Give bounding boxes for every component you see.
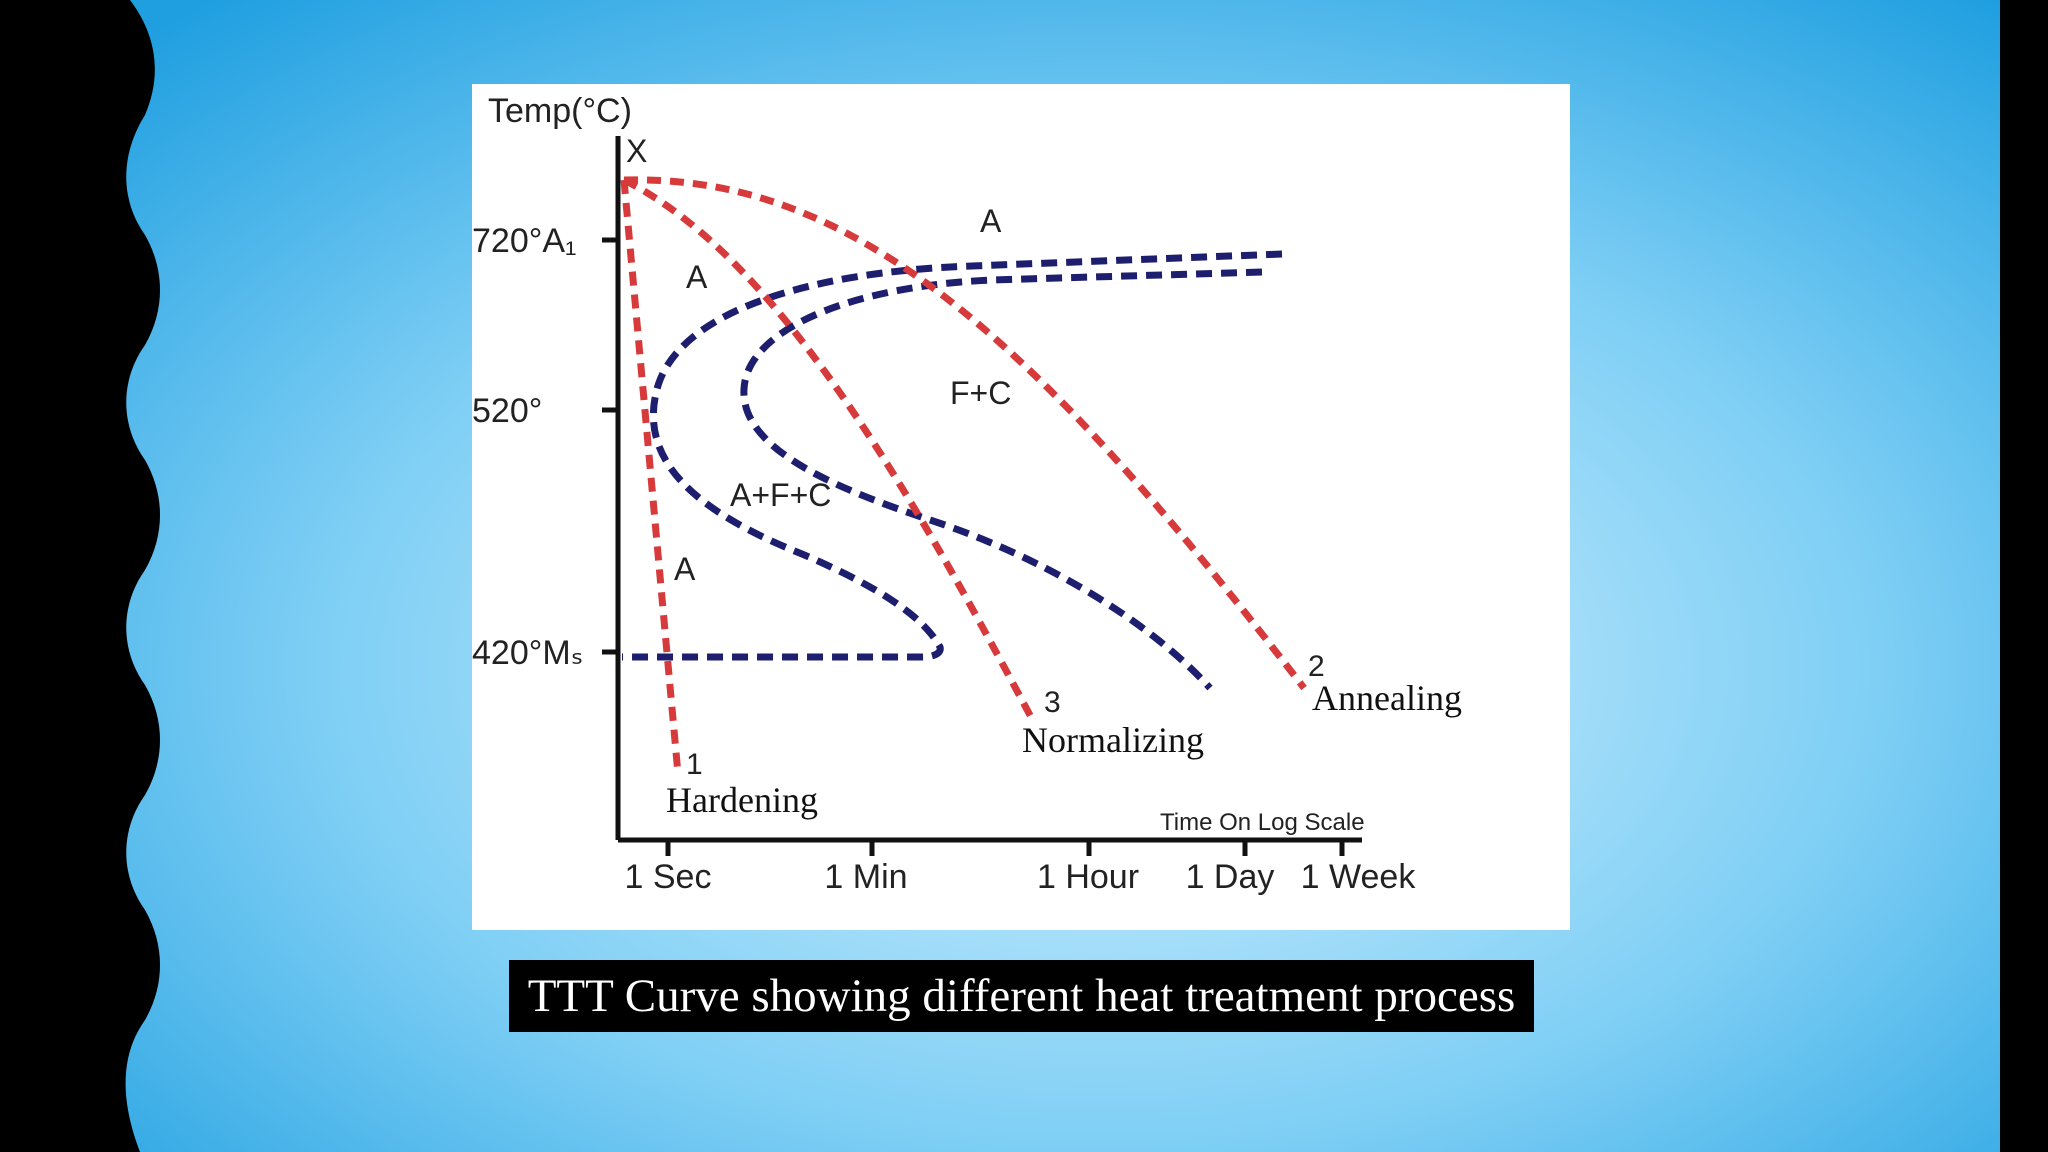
right-frame-border xyxy=(2000,0,2048,1152)
transformation-start-curve xyxy=(622,250,1283,661)
ttt-diagram: Temp(°C) X 720°A₁ 520° 420°Mₛ 1 Sec 1 Mi… xyxy=(472,92,1462,896)
cooling-curve-annealing xyxy=(623,176,1307,691)
temp-tick-label: 720°A₁ xyxy=(472,222,576,260)
process-number-hardening: 1 xyxy=(686,748,703,781)
x-axis-title: Time On Log Scale xyxy=(1160,809,1365,836)
origin-label: X xyxy=(626,133,647,169)
process-name-hardening: Hardening xyxy=(666,780,818,820)
phase-label-ferrite-cementite: F+C xyxy=(950,375,1011,411)
process-name-normalizing: Normalizing xyxy=(1022,720,1204,760)
time-tick-label: 1 Week xyxy=(1301,858,1417,896)
process-number-normalizing: 3 xyxy=(1044,686,1061,719)
phase-label-austenite: A xyxy=(686,259,708,295)
axes xyxy=(602,136,1362,856)
time-tick-label: 1 Hour xyxy=(1037,858,1139,896)
phase-label-austenite: A xyxy=(980,203,1002,239)
y-axis-title: Temp(°C) xyxy=(488,92,632,130)
cooling-curve-hardening xyxy=(620,179,682,775)
ttt-diagram-panel: Temp(°C) X 720°A₁ 520° 420°Mₛ 1 Sec 1 Mi… xyxy=(472,84,1570,930)
temp-tick-label: 520° xyxy=(472,392,542,430)
figure-caption: TTT Curve showing different heat treatme… xyxy=(509,960,1534,1032)
time-tick-label: 1 Day xyxy=(1186,858,1275,896)
ttt-curves xyxy=(622,250,1283,691)
process-name-annealing: Annealing xyxy=(1312,678,1462,718)
temp-tick-label: 420°Mₛ xyxy=(472,634,583,672)
time-tick-label: 1 Min xyxy=(824,858,907,896)
cooling-curves xyxy=(620,176,1307,775)
process-number-annealing: 2 xyxy=(1308,650,1325,683)
phase-label-austenite: A xyxy=(674,551,696,587)
phase-label-austenite-ferrite-cementite: A+F+C xyxy=(730,477,831,513)
transformation-end-curve xyxy=(740,268,1263,691)
time-tick-label: 1 Sec xyxy=(625,858,712,896)
cooling-curve-normalizing xyxy=(622,176,1036,721)
